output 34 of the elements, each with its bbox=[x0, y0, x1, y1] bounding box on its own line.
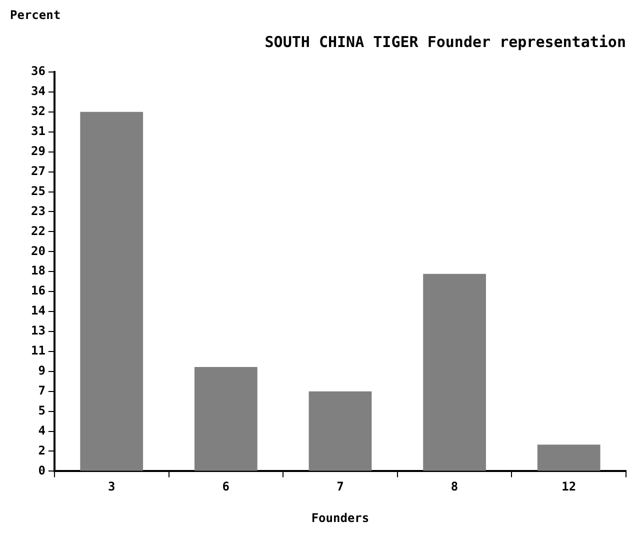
y-tick-label: 16 bbox=[30, 284, 46, 298]
x-tick-label: 12 bbox=[562, 480, 576, 494]
bar bbox=[537, 444, 600, 471]
y-tick-label: 2 bbox=[38, 443, 46, 458]
x-axis-title: Founders bbox=[311, 510, 370, 525]
y-tick-label: 18 bbox=[30, 264, 46, 278]
y-tick-label: 32 bbox=[30, 104, 46, 118]
y-tick-label: 14 bbox=[30, 304, 46, 318]
chart-title: SOUTH CHINA TIGER Founder representation bbox=[264, 32, 626, 51]
y-tick-label: 4 bbox=[38, 423, 46, 438]
x-tick-label: 7 bbox=[336, 480, 344, 494]
y-axis-title: Percent bbox=[10, 8, 61, 22]
y-tick-label: 0 bbox=[38, 463, 46, 478]
y-tick-label: 34 bbox=[30, 84, 46, 98]
y-tick-label: 36 bbox=[30, 64, 46, 78]
bar bbox=[80, 112, 144, 471]
y-tick-label: 9 bbox=[38, 364, 46, 378]
y-tick-label: 13 bbox=[30, 324, 46, 338]
y-tick-label: 7 bbox=[38, 383, 46, 398]
bar bbox=[423, 274, 486, 471]
y-tick-label: 5 bbox=[38, 403, 46, 418]
y-tick-label: 20 bbox=[30, 244, 46, 258]
y-tick-label: 25 bbox=[30, 184, 46, 198]
y-tick-label: 23 bbox=[30, 204, 46, 218]
y-tick-label: 22 bbox=[30, 224, 46, 238]
x-tick-label: 3 bbox=[108, 480, 116, 494]
bar bbox=[308, 391, 372, 471]
y-tick-label: 27 bbox=[30, 164, 46, 178]
y-tick-label: 29 bbox=[30, 144, 46, 158]
x-tick-label: 6 bbox=[222, 480, 230, 494]
y-tick-label: 31 bbox=[30, 124, 46, 138]
y-tick-label: 11 bbox=[30, 344, 46, 358]
x-tick-label: 8 bbox=[450, 480, 458, 494]
bar bbox=[194, 366, 258, 471]
